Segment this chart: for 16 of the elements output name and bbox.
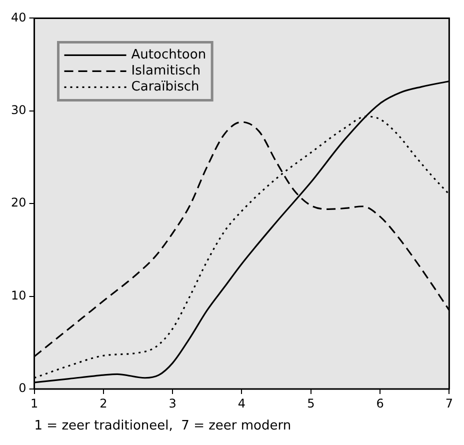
x-tick-label: 2	[100, 396, 108, 410]
y-tick-label: 20	[10, 196, 26, 210]
y-tick-label: 40	[10, 10, 26, 24]
x-tick-label: 1	[30, 396, 38, 410]
x-tick-label: 5	[307, 396, 315, 410]
x-tick-label: 6	[376, 396, 384, 410]
x-tick-label: 4	[238, 396, 246, 410]
x-axis-title: 1 = zeer traditioneel, 7 = zeer modern	[34, 418, 292, 434]
legend-label: Caraïbisch	[131, 80, 200, 95]
x-tick-label: 3	[168, 396, 176, 410]
y-tick-label: 30	[10, 103, 26, 118]
legend-label: Autochtoon	[131, 48, 206, 63]
y-tick-label: 0	[18, 381, 26, 396]
x-tick-label: 7	[445, 396, 454, 410]
legend-label: Islamitisch	[131, 64, 201, 79]
y-tick-label: 10	[10, 288, 26, 302]
